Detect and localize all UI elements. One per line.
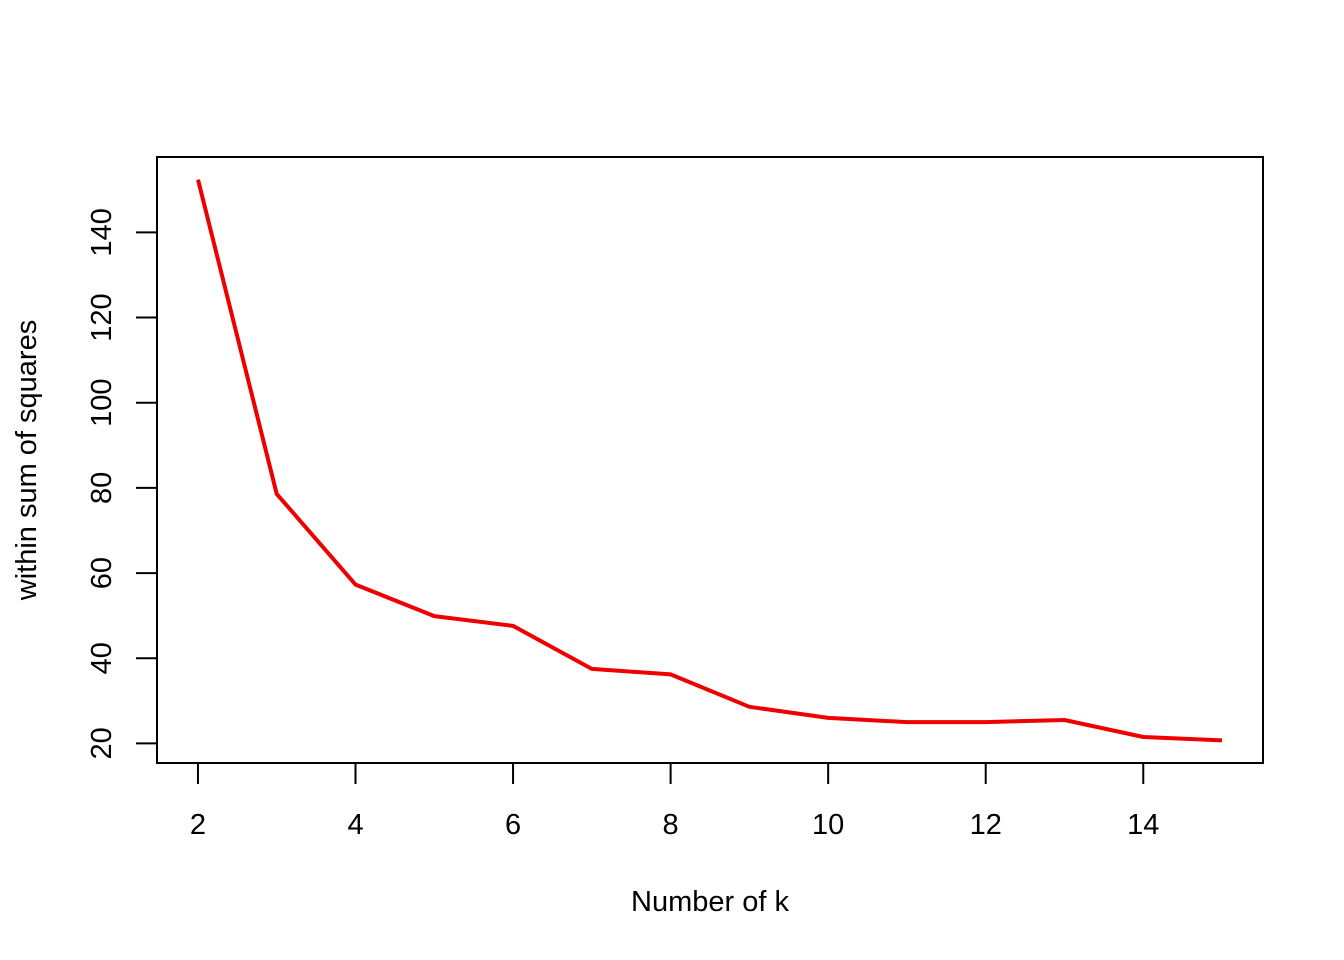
x-tick-label: 10 xyxy=(812,809,844,841)
x-tick-label: 8 xyxy=(663,809,679,841)
y-tick-label: 120 xyxy=(86,293,118,341)
y-tick-label: 40 xyxy=(86,642,118,674)
x-tick-label: 12 xyxy=(970,809,1002,841)
x-tick-label: 6 xyxy=(505,809,521,841)
x-tick-label: 14 xyxy=(1127,809,1159,841)
plot-frame xyxy=(156,156,1264,764)
series-layer xyxy=(196,179,1223,743)
y-tick-label: 100 xyxy=(86,379,118,427)
x-axis: 2 4 6 8 10 12 14 xyxy=(190,762,1159,841)
y-tick-label: 60 xyxy=(86,557,118,589)
y-axis-title: within sum of squares xyxy=(11,320,43,601)
y-axis: 20 40 60 80 100 120 140 xyxy=(86,208,158,760)
y-tick-label: 140 xyxy=(86,208,118,256)
y-tick-label: 80 xyxy=(86,472,118,504)
x-tick-label: 4 xyxy=(347,809,363,841)
x-axis-title: Number of k xyxy=(631,886,789,918)
y-tick-label: 20 xyxy=(86,727,118,759)
x-tick-label: 2 xyxy=(190,809,206,841)
series-line xyxy=(196,179,1223,743)
